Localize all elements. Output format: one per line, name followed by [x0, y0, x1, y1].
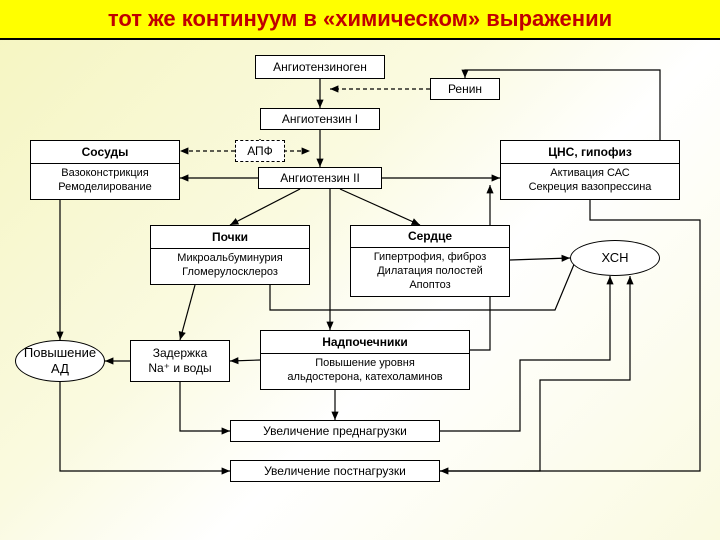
node-bp: Повышение АД	[15, 340, 105, 382]
node-heart-body: Гипертрофия, фиброз Дилатация полостей А…	[351, 248, 509, 295]
node-vessels-body: Вазоконстрикция Ремоделирование	[31, 164, 179, 198]
node-apf: АПФ	[235, 140, 285, 162]
edge-angio2-kidney	[230, 189, 300, 225]
page-title: тот же континуум в «химическом» выражени…	[108, 6, 612, 31]
node-cns: ЦНС, гипофизАктивация САС Секреция вазоп…	[500, 140, 680, 200]
edge-kidney-retention	[180, 285, 195, 340]
diagram-canvas: Ангиотензиноген Ренин Ангиотензин I АПФ Сосу…	[0, 40, 720, 540]
node-angio2: Ангиотензин II	[258, 167, 382, 189]
edge-bp-afterload	[60, 382, 230, 471]
node-xsn: ХСН	[570, 240, 660, 276]
node-kidney-header: Почки	[151, 227, 309, 249]
title-bar: тот же континуум в «химическом» выражени…	[0, 0, 720, 40]
edge-angio2-heart	[340, 189, 420, 225]
node-adrenal: НадпочечникиПовышение уровня альдостерон…	[260, 330, 470, 390]
node-vessels-header: Сосуды	[31, 142, 179, 164]
node-angio1: Ангиотензин I	[260, 108, 380, 130]
node-kidney: ПочкиМикроальбуминурия Гломерулосклероз	[150, 225, 310, 285]
node-adrenal-body: Повышение уровня альдостерона, катехолам…	[261, 354, 469, 388]
node-vessels: СосудыВазоконстрикция Ремоделирование	[30, 140, 180, 200]
edge-retention-preload	[180, 382, 230, 431]
node-renin: Ренин	[430, 78, 500, 100]
node-heart-header: Сердце	[351, 226, 509, 248]
node-preload: Увеличение преднагрузки	[230, 420, 440, 442]
node-angiotensinogen: Ангиотензиноген	[255, 55, 385, 79]
node-cns-header: ЦНС, гипофиз	[501, 142, 679, 164]
node-afterload: Увеличение постнагрузки	[230, 460, 440, 482]
node-cns-body: Активация САС Секреция вазопрессина	[501, 164, 679, 198]
edge-adrenal-retention	[230, 360, 260, 361]
node-heart: СердцеГипертрофия, фиброз Дилатация поло…	[350, 225, 510, 297]
node-adrenal-header: Надпочечники	[261, 332, 469, 354]
edge-heart-xsn	[510, 258, 570, 260]
node-retention: Задержка Na⁺ и воды	[130, 340, 230, 382]
node-kidney-body: Микроальбуминурия Гломерулосклероз	[151, 249, 309, 283]
